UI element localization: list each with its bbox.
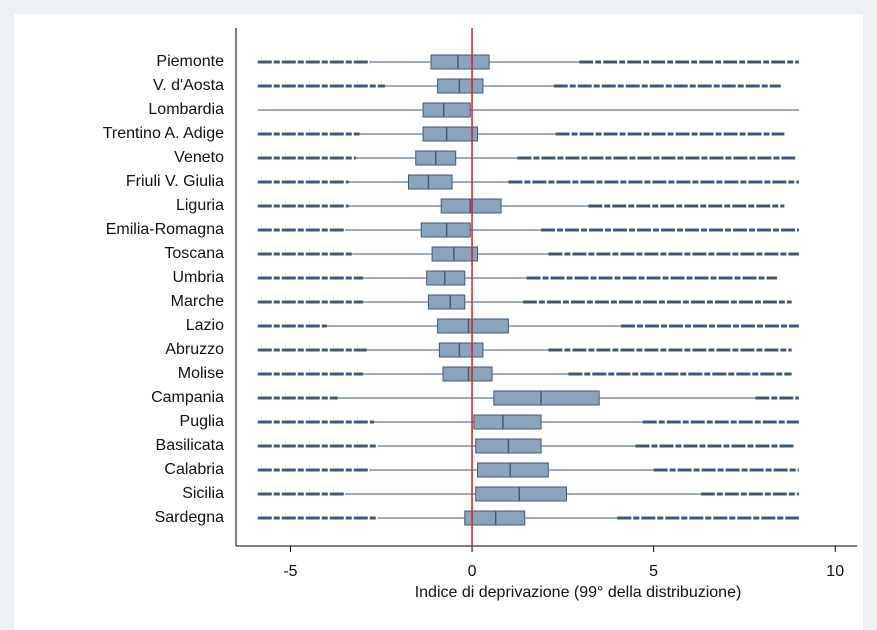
x-tick-label: 5 bbox=[649, 563, 658, 580]
y-tick-label: Friuli V. Giulia bbox=[126, 173, 224, 190]
y-tick-label: Veneto bbox=[174, 149, 224, 166]
y-tick-label: Molise bbox=[178, 365, 224, 382]
box bbox=[422, 102, 471, 118]
box bbox=[438, 342, 484, 358]
panel: Indice di deprivazione (99° della distri… bbox=[14, 14, 863, 630]
y-tick-label: Lombardia bbox=[148, 101, 224, 118]
box bbox=[422, 126, 478, 142]
y-tick-label: Umbria bbox=[172, 269, 224, 286]
box bbox=[437, 318, 509, 334]
y-tick-label: Marche bbox=[171, 293, 224, 310]
box bbox=[475, 486, 567, 502]
y-tick-label: Calabria bbox=[164, 461, 224, 478]
y-tick-label: Emilia-Romagna bbox=[106, 221, 224, 238]
y-tick-label: Toscana bbox=[164, 245, 224, 262]
x-tick-label: -5 bbox=[283, 563, 297, 580]
y-tick-label: V. d'Aosta bbox=[153, 77, 224, 94]
y-tick-label: Abruzzo bbox=[165, 341, 224, 358]
y-tick-label: Sardegna bbox=[155, 509, 224, 526]
box bbox=[427, 294, 466, 310]
chart: Indice di deprivazione (99° della distri… bbox=[103, 28, 857, 601]
box bbox=[426, 270, 466, 286]
y-tick-label: Liguria bbox=[176, 197, 224, 214]
box bbox=[408, 174, 453, 190]
y-tick-label: Piemonte bbox=[156, 53, 224, 70]
box bbox=[464, 510, 526, 526]
x-axis-label: Indice di deprivazione (99° della distri… bbox=[415, 584, 742, 601]
box bbox=[431, 246, 478, 262]
box bbox=[440, 198, 502, 214]
box bbox=[493, 390, 600, 406]
x-tick-label: 0 bbox=[468, 563, 477, 580]
y-tick-label: Lazio bbox=[186, 317, 224, 334]
y-tick-label: Sicilia bbox=[182, 485, 224, 502]
box bbox=[430, 54, 490, 70]
box bbox=[437, 78, 484, 94]
box bbox=[420, 222, 471, 238]
box bbox=[477, 462, 549, 478]
x-tick-label: 10 bbox=[826, 563, 844, 580]
y-tick-label: Trentino A. Adige bbox=[103, 125, 224, 142]
box bbox=[473, 414, 542, 430]
y-tick-label: Basilicata bbox=[156, 437, 225, 454]
y-tick-label: Campania bbox=[151, 389, 224, 406]
y-tick-label: Puglia bbox=[180, 413, 225, 430]
box bbox=[442, 366, 493, 382]
